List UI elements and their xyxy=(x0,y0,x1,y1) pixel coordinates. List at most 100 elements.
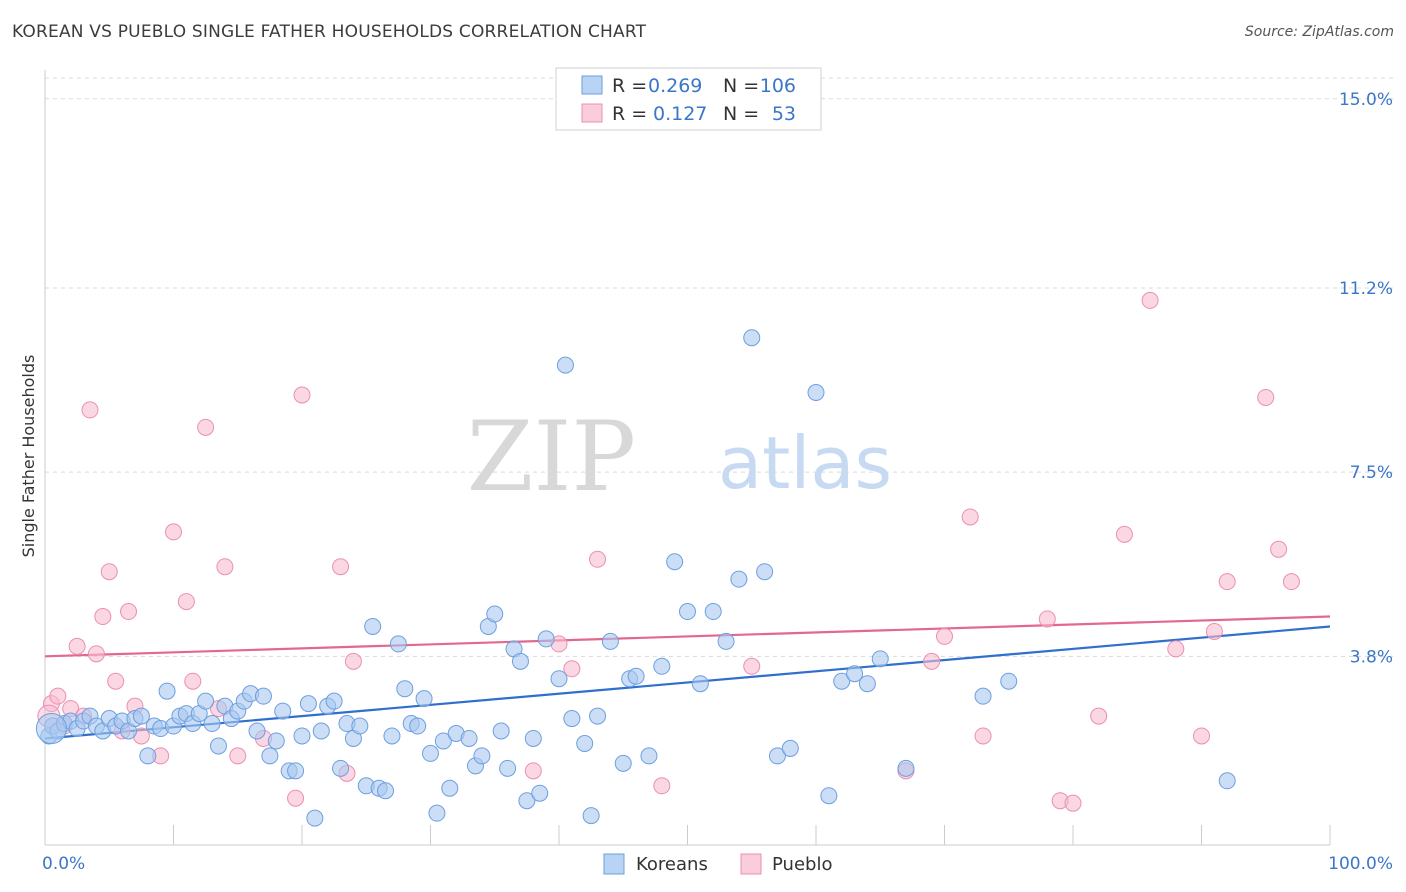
pueblo-point-39 xyxy=(974,727,992,745)
pueblo-point-43 xyxy=(1090,707,1108,725)
koreans-point-34 xyxy=(254,687,272,705)
koreans-point-45 xyxy=(325,692,343,710)
koreans-point-40 xyxy=(293,727,311,745)
x-tick-label-1: 100.0% xyxy=(1328,854,1393,874)
legend-n-label-2: N = xyxy=(723,103,759,125)
koreans-point-92 xyxy=(691,675,709,693)
pueblo-point-24 xyxy=(287,789,305,807)
gridlines xyxy=(45,77,1395,657)
bottom-legend-koreans: Koreans xyxy=(636,854,708,875)
pueblo-point-42 xyxy=(1064,794,1082,812)
pueblo-point-32 xyxy=(589,550,607,568)
pueblo-point-37 xyxy=(936,627,953,645)
legend-n-label-1: N = xyxy=(723,75,759,97)
source-credit: Source: ZipAtlas.com xyxy=(1244,24,1394,40)
koreans-point-39 xyxy=(287,762,305,780)
koreans-point-59 xyxy=(415,690,433,708)
koreans-point-107 xyxy=(974,687,992,705)
koreans-point-35 xyxy=(261,747,279,765)
koreans-point-51 xyxy=(364,617,382,635)
koreans-point-93 xyxy=(704,603,722,621)
koreans-point-16 xyxy=(139,747,157,765)
koreans-point-54 xyxy=(383,727,401,745)
koreans-point-55 xyxy=(389,635,407,653)
pueblo-point-4 xyxy=(68,637,86,655)
koreans-point-65 xyxy=(460,729,478,747)
bottom-legend-swatch-koreans xyxy=(603,853,625,875)
koreans-point-74 xyxy=(518,792,536,810)
koreans-point-82 xyxy=(582,807,600,825)
pueblo-point-18 xyxy=(184,672,202,690)
pueblo-point-46 xyxy=(1167,640,1185,658)
koreans-point-41 xyxy=(299,695,317,713)
koreans-point-109 xyxy=(1218,772,1236,790)
koreans-point-70 xyxy=(492,722,510,740)
koreans-point-81 xyxy=(576,734,594,752)
y-tick-label-1: 7.5% xyxy=(1350,463,1393,483)
koreans-point-36 xyxy=(267,732,285,750)
koreans-cluster-point xyxy=(35,713,67,745)
koreans-point-62 xyxy=(434,732,452,750)
pueblo-point-40 xyxy=(1038,610,1056,628)
pueblo-trend-line xyxy=(44,615,1331,658)
pueblo-point-28 xyxy=(344,652,362,670)
bottom-legend-pueblo: Pueblo xyxy=(772,854,832,875)
pueblo-point-10 xyxy=(107,672,125,690)
pueblo-point-26 xyxy=(332,558,350,576)
legend-swatch-koreans xyxy=(581,75,603,95)
koreans-point-95 xyxy=(730,570,748,588)
koreans-point-56 xyxy=(396,680,414,698)
pueblo-point-52 xyxy=(1282,573,1300,591)
legend-r-value-koreans: 0.269 xyxy=(648,75,702,97)
pueblo-point-31 xyxy=(563,660,581,678)
koreans-point-97 xyxy=(756,563,774,581)
pueblo-point-16 xyxy=(165,523,182,541)
pueblo-point-49 xyxy=(1218,573,1236,591)
legend-r-value-pueblo: 0.127 xyxy=(653,103,707,125)
koreans-point-83 xyxy=(589,707,607,725)
axes xyxy=(44,70,1331,846)
koreans-point-25 xyxy=(197,692,215,710)
pueblo-point-36 xyxy=(923,652,941,670)
koreans-point-37 xyxy=(274,702,292,720)
legend-r-label-1: R = xyxy=(612,75,647,97)
koreans-point-60 xyxy=(422,744,439,762)
y-tick-label-2: 11.2% xyxy=(1339,279,1393,299)
pueblo-point-51 xyxy=(1270,540,1288,558)
koreans-point-105 xyxy=(871,650,889,668)
legend-n-value-koreans: 106 xyxy=(760,75,796,97)
y-axis-title: Single Father Households xyxy=(19,355,38,558)
koreans-point-26 xyxy=(203,715,221,733)
koreans-point-101 xyxy=(820,787,838,805)
koreans-point-88 xyxy=(640,747,658,765)
koreans-points xyxy=(35,329,1236,827)
koreans-point-90 xyxy=(666,553,684,571)
pueblo-point-50 xyxy=(1257,388,1275,406)
koreans-point-73 xyxy=(511,652,529,670)
koreans-trend-line xyxy=(44,625,1331,740)
pueblo-point-48 xyxy=(1205,622,1223,640)
koreans-point-75 xyxy=(524,729,542,747)
legend-box: R = 0.269 N = 106 R = 0.127 N = 53 xyxy=(555,67,822,131)
koreans-point-98 xyxy=(768,747,786,765)
legend-swatch-pueblo xyxy=(581,103,603,123)
koreans-point-27 xyxy=(209,737,227,755)
koreans-point-63 xyxy=(441,779,459,797)
pueblo-point-47 xyxy=(1193,727,1210,745)
koreans-point-67 xyxy=(473,747,491,765)
koreans-point-77 xyxy=(537,630,555,648)
koreans-point-61 xyxy=(428,804,446,822)
koreans-point-100 xyxy=(807,384,825,402)
koreans-point-85 xyxy=(614,754,632,772)
koreans-point-99 xyxy=(781,739,799,757)
koreans-point-58 xyxy=(409,717,427,735)
koreans-point-80 xyxy=(563,710,581,728)
koreans-point-79 xyxy=(556,356,574,374)
pueblo-point-44 xyxy=(1115,525,1133,543)
koreans-point-42 xyxy=(306,809,324,827)
pueblo-point-8 xyxy=(94,608,112,626)
pueblo-point-34 xyxy=(743,657,761,675)
bottom-legend: Koreans Pueblo xyxy=(603,853,832,875)
x-tick-label-0: 0.0% xyxy=(42,854,85,874)
